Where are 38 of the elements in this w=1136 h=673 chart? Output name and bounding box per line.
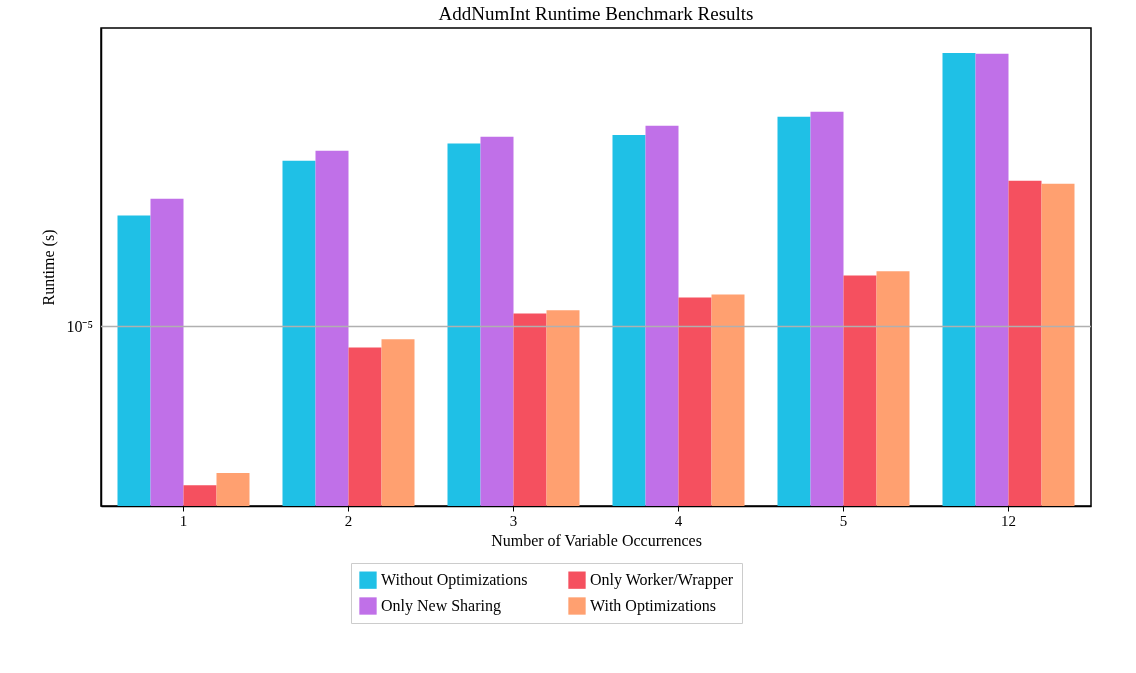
bar (777, 116, 811, 506)
x-tick-label: 4 (674, 512, 683, 529)
bar (612, 134, 646, 506)
bar (843, 275, 877, 506)
ref-line-label: 10⁻⁵ (66, 317, 93, 335)
bar (150, 198, 184, 506)
bar (315, 150, 349, 506)
bar (348, 347, 382, 506)
x-tick-label: 5 (839, 512, 848, 529)
x-axis-title: Number of Variable Occurrences (491, 531, 702, 549)
chart-title: AddNumInt Runtime Benchmark Results (438, 3, 754, 24)
bar (678, 297, 712, 506)
legend-label: Only Worker/Wrapper (590, 571, 734, 590)
bar (1008, 180, 1042, 506)
bar (975, 53, 1009, 506)
bar (282, 160, 316, 506)
bar (810, 111, 844, 506)
legend-label: Only New Sharing (381, 597, 501, 615)
y-axis-title: Runtime (s) (39, 229, 58, 306)
bar (117, 215, 151, 506)
bar (480, 136, 514, 506)
bar (183, 485, 217, 506)
legend-label: With Optimizations (590, 597, 717, 615)
bar (546, 310, 580, 506)
x-tick-label: 2 (344, 512, 353, 529)
bar (711, 294, 745, 506)
bar (1041, 183, 1075, 506)
bar (645, 125, 679, 506)
bar (216, 472, 250, 506)
bar (447, 143, 481, 506)
bar (876, 271, 910, 506)
legend-label: Without Optimizations (381, 571, 528, 590)
bar (381, 339, 415, 506)
x-tick-label: 12 (1001, 512, 1016, 529)
x-tick-label: 3 (509, 512, 518, 529)
bar (513, 313, 547, 506)
bar (942, 52, 976, 506)
x-tick-label: 1 (179, 512, 188, 529)
